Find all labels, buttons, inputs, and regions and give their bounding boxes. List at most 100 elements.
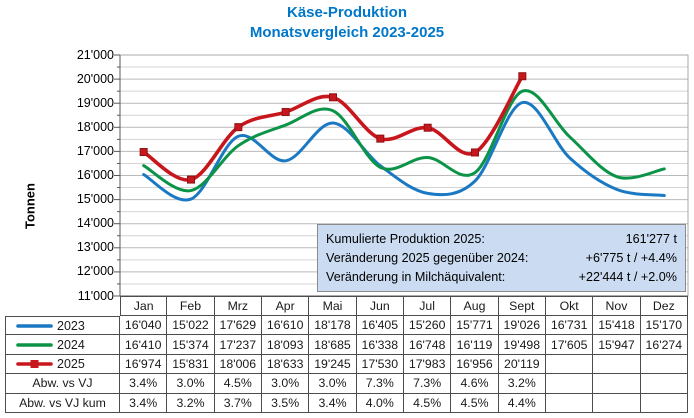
row-label-2023: 2023 xyxy=(5,316,120,336)
table-cell-2024-Mrz: 17'237 xyxy=(214,335,262,355)
info-row-cumulative: Kumulierte Produktion 2025: 161'277 t xyxy=(326,230,677,249)
table-cell-2023-Sept: 19'026 xyxy=(498,316,546,336)
table-cell-Abw. vs VJ-Jun: 7.3% xyxy=(356,374,404,394)
y-axis-tick-label: 15'000 xyxy=(76,192,114,207)
table-cell-2024-Dez: 16'274 xyxy=(640,335,688,355)
table-cell-Abw. vs VJ-Aug: 4.6% xyxy=(451,374,499,394)
table-cell-2023-Nov: 15'418 xyxy=(593,316,641,336)
y-axis-tick-label: 20'000 xyxy=(76,71,114,86)
legend-label-2024: 2024 xyxy=(57,337,85,352)
table-cell-Abw. vs VJ kum-Mai: 3.4% xyxy=(309,393,357,413)
y-axis-tick-label: 18'000 xyxy=(76,119,114,134)
table-cell-2025-Jul: 17'983 xyxy=(403,354,452,375)
table-cell-2025-Okt xyxy=(545,354,594,375)
row-label-Abw. vs VJ: Abw. vs VJ xyxy=(5,374,120,394)
series-line-2024 xyxy=(142,89,666,193)
table-cell-2025-Feb: 15'831 xyxy=(167,354,215,375)
month-header-Okt: Okt xyxy=(545,296,594,316)
table-cell-2025-Aug: 16'956 xyxy=(451,354,499,375)
summary-info-box: Kumulierte Produktion 2025: 161'277 t Ve… xyxy=(317,224,686,292)
table-cell-Abw. vs VJ kum-Sept: 4.4% xyxy=(498,393,546,413)
info-label: Kumulierte Produktion 2025: xyxy=(326,232,485,246)
table-cell-2025-Nov xyxy=(593,354,641,375)
info-value: +6'775 t / +4.4% xyxy=(585,251,677,265)
month-header-Nov: Nov xyxy=(593,296,641,316)
chart-title-line1: Käse-Produktion xyxy=(286,4,407,21)
series-marker-2025 xyxy=(471,148,479,157)
table-cell-Abw. vs VJ kum-Nov xyxy=(593,393,641,413)
month-header-Feb: Feb xyxy=(167,296,215,316)
table-cell-2023-Mai: 18'178 xyxy=(309,316,357,336)
series-marker-2025 xyxy=(281,108,290,117)
table-cell-Abw. vs VJ kum-Jun: 4.0% xyxy=(356,393,404,413)
table-cell-Abw. vs VJ kum-Apr: 3.5% xyxy=(261,393,310,413)
info-value: 161'277 t xyxy=(625,232,677,246)
series-marker-2025 xyxy=(329,93,337,102)
table-cell-2023-Feb: 15'022 xyxy=(167,316,215,336)
month-header-Mai: Mai xyxy=(309,296,357,316)
month-header-Apr: Apr xyxy=(261,296,310,316)
table-cell-Abw. vs VJ-Nov xyxy=(593,374,641,394)
y-axis-tick-label: 11'000 xyxy=(77,288,114,303)
table-cell-2024-Mai: 18'685 xyxy=(309,335,357,355)
table-cell-2025-Jan: 16'974 xyxy=(120,354,168,375)
info-value: +22'444 t / +2.0% xyxy=(578,270,677,284)
info-row-change-vs-2024: Veränderung 2025 gegenüber 2024: +6'775 … xyxy=(326,249,677,268)
legend-label-2025: 2025 xyxy=(57,356,85,371)
table-cell-Abw. vs VJ-Okt xyxy=(545,374,594,394)
table-cell-2024-Jun: 16'338 xyxy=(356,335,404,355)
table-cell-2025-Mrz: 18'006 xyxy=(214,354,262,375)
legend-line-icon-2025 xyxy=(16,359,53,368)
chart-title-line2: Monatsvergleich 2023-2025 xyxy=(249,24,445,41)
row-label-2025: 2025 xyxy=(5,354,120,375)
table-cell-Abw. vs VJ kum-Jul: 4.5% xyxy=(403,393,452,413)
legend-label-2023: 2023 xyxy=(57,318,85,333)
series-marker-2025 xyxy=(518,72,527,81)
y-axis-tick-label: 13'000 xyxy=(76,240,114,255)
table-cell-Abw. vs VJ-Sept: 3.2% xyxy=(498,374,546,394)
table-cell-Abw. vs VJ kum-Jan: 3.4% xyxy=(120,393,168,413)
month-header-Dez: Dez xyxy=(640,296,688,316)
month-header-Mrz: Mrz xyxy=(214,296,262,316)
series-marker-2025 xyxy=(234,123,243,132)
table-cell-2023-Jan: 16'040 xyxy=(120,316,168,336)
info-row-milk-equivalent: Veränderung in Milchäquivalent: +22'444 … xyxy=(326,268,677,287)
table-cell-Abw. vs VJ-Apr: 3.0% xyxy=(261,374,310,394)
y-axis-tick-label: 21'000 xyxy=(76,47,114,62)
y-axis-tick-label: 14'000 xyxy=(76,216,114,231)
table-cell-2024-Sept: 19'498 xyxy=(498,335,546,355)
table-cell-2024-Feb: 15'374 xyxy=(167,335,215,355)
table-cell-Abw. vs VJ kum-Feb: 3.2% xyxy=(167,393,215,413)
y-axis-tick-label: 19'000 xyxy=(76,95,114,110)
month-header-Jan: Jan xyxy=(120,296,168,316)
table-cell-2023-Okt: 16'731 xyxy=(545,316,594,336)
table-cell-Abw. vs VJ kum-Aug: 4.5% xyxy=(451,393,499,413)
table-cell-2024-Nov: 15'947 xyxy=(593,335,641,355)
table-cell-2024-Jul: 16'748 xyxy=(403,335,452,355)
table-cell-2025-Dez xyxy=(640,354,688,375)
table-cell-Abw. vs VJ-Feb: 3.0% xyxy=(167,374,215,394)
legend-line-icon-2024 xyxy=(16,342,53,347)
table-cell-2025-Jun: 17'530 xyxy=(356,354,404,375)
series-marker-2025 xyxy=(139,148,148,157)
series-line-2023 xyxy=(142,101,666,202)
y-axis-tick-label: 12'000 xyxy=(76,264,114,279)
info-label: Veränderung in Milchäquivalent: xyxy=(326,270,506,284)
series-marker-2025 xyxy=(423,123,432,132)
series-marker-2025 xyxy=(187,175,195,184)
month-header-Jul: Jul xyxy=(403,296,452,316)
table-cell-Abw. vs VJ kum-Okt xyxy=(545,393,594,413)
table-cell-Abw. vs VJ kum-Mrz: 3.7% xyxy=(214,393,262,413)
table-cell-2023-Aug: 15'771 xyxy=(451,316,499,336)
table-cell-Abw. vs VJ kum-Dez xyxy=(640,393,688,413)
table-corner-spacer xyxy=(5,296,120,316)
series-marker-2025 xyxy=(376,134,385,143)
y-axis-tick-label: 17'000 xyxy=(76,143,114,158)
month-header-Sept: Sept xyxy=(498,296,546,316)
table-cell-2024-Okt: 17'605 xyxy=(545,335,594,355)
table-cell-Abw. vs VJ-Jan: 3.4% xyxy=(120,374,168,394)
table-cell-2024-Aug: 16'119 xyxy=(451,335,499,355)
chart-title: Käse-Produktion Monatsvergleich 2023-202… xyxy=(0,3,694,43)
table-cell-2025-Apr: 18'633 xyxy=(261,354,310,375)
legend-line-icon-2023 xyxy=(16,323,53,328)
